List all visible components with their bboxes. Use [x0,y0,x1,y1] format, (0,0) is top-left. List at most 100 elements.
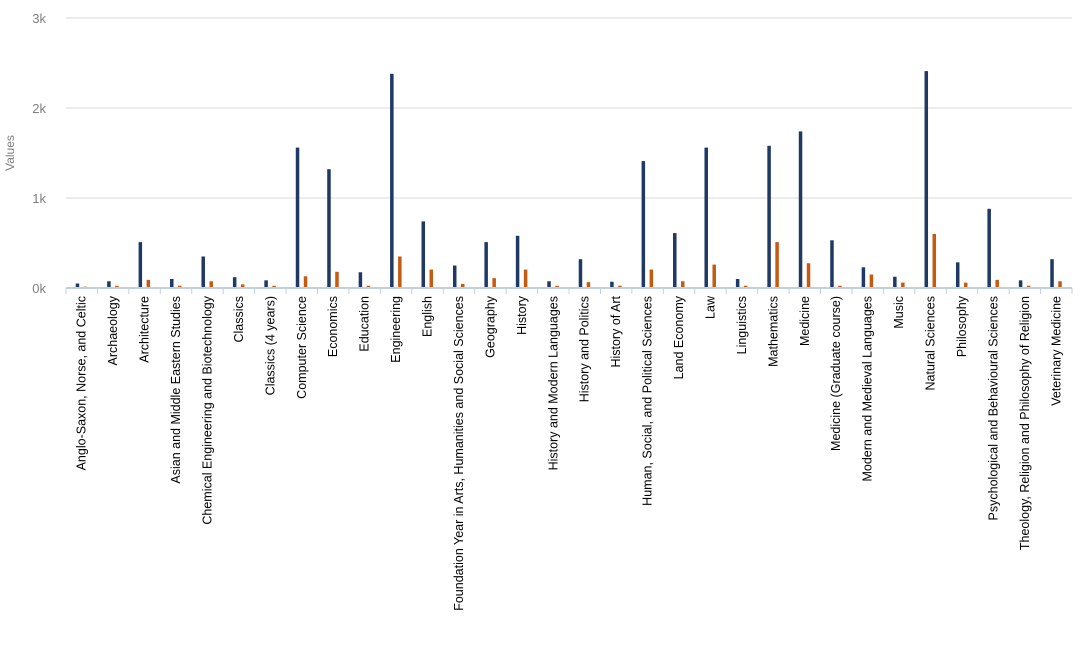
x-category-label: Education [358,296,372,352]
bars [75,71,1062,288]
x-axis-tickmarks [65,288,1073,294]
x-category-label: Economics [326,296,340,357]
bar [201,256,205,288]
x-category-label: Theology, Religion and Philosophy of Rel… [1018,296,1032,550]
bar [586,282,591,288]
x-category-label: Anglo-Saxon, Norse, and Celtic [75,296,89,470]
gridlines [66,17,1072,199]
bar [232,277,237,288]
bar [1050,259,1054,288]
x-category-label: History and Politics [578,296,592,402]
x-category-label: Medicine [798,296,812,346]
bar [547,281,551,288]
x-category-label: Land Economy [672,295,686,379]
bar [932,234,937,288]
bar [641,161,646,288]
bar [955,262,960,288]
bar [272,285,276,288]
bar [735,279,740,288]
bar [107,281,111,288]
y-tick-label: 1k [32,191,46,206]
bar [421,221,426,288]
y-tick-label: 2k [32,101,46,116]
x-category-label: Natural Sciences [924,296,938,391]
x-category-label: Geography [483,295,497,358]
bar [460,283,465,288]
bar [335,271,339,288]
x-category-label: Computer Science [295,296,309,399]
bar [264,280,268,288]
bar [327,169,331,288]
bar [798,131,803,288]
x-category-label: Archaeology [106,295,120,365]
x-category-label: Foundation Year in Arts, Humanities and … [452,296,466,611]
bar [924,71,929,288]
bar [295,147,300,288]
bar [1026,285,1031,288]
bar [170,279,174,288]
bar [115,285,119,288]
bar [673,233,677,288]
bar [178,285,182,288]
bar [492,278,496,288]
x-category-label: Psychological and Behavioural Sciences [986,296,1000,520]
bar [901,282,905,288]
bar [429,269,434,288]
bar [806,263,811,288]
bar [515,235,520,288]
x-category-label: Chemical Engineering and Biotechnology [200,295,214,524]
bar [775,242,779,288]
bar [681,281,685,288]
x-category-label: Linguistics [735,296,749,354]
bar [963,282,968,288]
bar [712,264,716,288]
bar [838,285,842,288]
x-category-label: Medicine (Graduate course) [829,296,843,451]
bar [869,274,874,288]
bar [893,276,897,288]
x-category-label: Philosophy [955,295,969,357]
bar [523,269,528,288]
bar [987,208,991,288]
bar [138,242,143,288]
bar [146,279,151,288]
bar [618,285,622,288]
bar [398,256,402,288]
x-category-label: Veterinary Medicine [1049,296,1063,406]
x-category-label: Asian and Middle Eastern Studies [169,296,183,484]
bar [578,259,583,288]
x-category-label: History [515,295,529,335]
bar [240,284,245,288]
y-axis-label: Values [3,135,17,171]
x-category-label: Architecture [138,296,152,363]
bar [995,279,999,288]
bar [1018,280,1023,288]
bar [861,267,866,288]
bar [303,276,308,288]
x-category-label: English [421,296,435,337]
bar [555,285,559,288]
x-category-label: Engineering [389,296,403,363]
x-category-label: Law [703,295,717,319]
x-axis-category-labels: Anglo-Saxon, Norse, and Celtic Archaeolog… [75,295,1064,611]
bar [366,285,371,288]
y-tick-label: 3k [32,11,46,26]
y-axis-ticks: 0k 1k 2k 3k [32,11,46,296]
x-category-label: Music [892,296,906,329]
bar [75,283,80,288]
x-category-label: Mathematics [766,296,780,367]
x-category-label: History of Art [609,295,623,367]
x-category-label: Classics [232,296,246,343]
x-category-label: Modern and Medieval Languages [861,296,875,482]
x-category-label: Classics (4 years) [263,296,277,395]
y-tick-label: 0k [32,281,46,296]
bar [358,272,363,288]
bar [743,285,748,288]
bar [390,73,394,288]
bar [767,145,771,288]
bar [209,281,213,288]
bar [830,240,834,288]
bar [610,281,614,288]
bar [452,265,457,288]
